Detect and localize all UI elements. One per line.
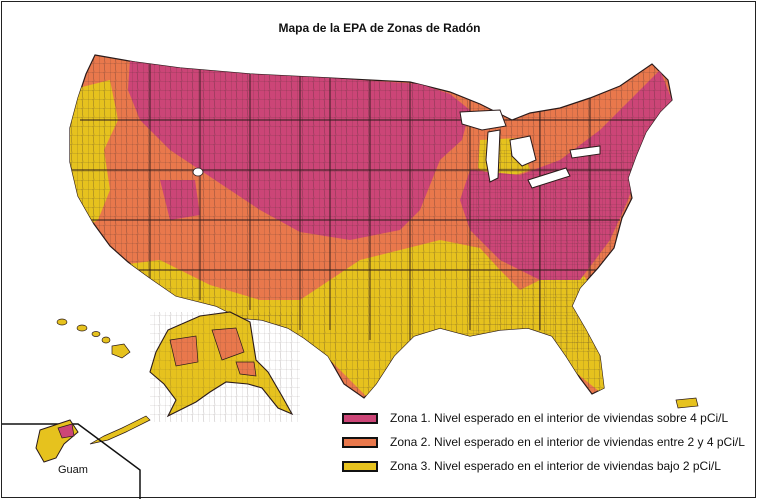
zone3-swatch	[342, 461, 378, 472]
alaska-region	[89, 311, 300, 445]
lake-michigan	[485, 129, 501, 183]
legend-zone3: Zona 3. Nivel esperado en el interior de…	[342, 458, 759, 478]
lake-huron	[509, 135, 537, 167]
lake-erie	[527, 167, 571, 189]
legend-zone3-label: Zona 3. Nivel esperado en el interior de…	[390, 459, 721, 473]
zone1-swatch	[342, 413, 378, 424]
zone2-swatch	[342, 437, 378, 448]
lake-superior	[459, 109, 507, 131]
puerto-rico-region	[675, 397, 699, 409]
hawaii-region	[56, 318, 131, 359]
great-salt-lake	[192, 167, 204, 177]
lake-ontario	[569, 145, 601, 159]
guam-label: Guam	[58, 464, 88, 476]
legend-zone2: Zona 2. Nivel esperado en el interior de…	[342, 434, 759, 454]
legend-zone1: Zona 1. Nivel esperado en el interior de…	[342, 410, 759, 430]
legend-zone1-label: Zona 1. Nivel esperado en el interior de…	[390, 411, 729, 425]
map-title: Mapa de la EPA de Zonas de Radón	[278, 21, 481, 35]
legend-zone2-label: Zona 2. Nivel esperado en el interior de…	[390, 435, 745, 449]
conus-region	[69, 54, 673, 399]
guam-inset	[2, 419, 141, 499]
